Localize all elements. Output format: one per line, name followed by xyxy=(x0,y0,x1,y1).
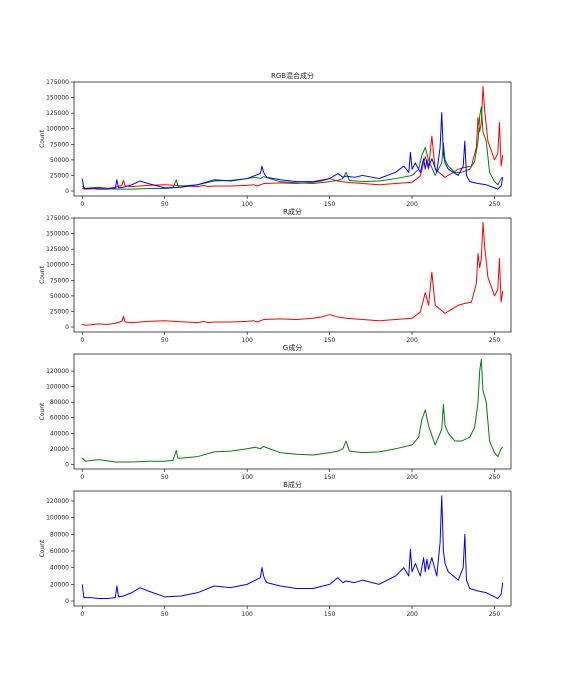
y-axis-label: Count xyxy=(39,539,46,557)
y-tick-label: 0 xyxy=(65,324,69,331)
y-tick-label: 125000 xyxy=(46,110,69,117)
x-tick-label: 150 xyxy=(324,337,336,344)
y-tick-label: 175000 xyxy=(46,79,69,86)
y-tick-label: 40000 xyxy=(50,565,69,572)
x-tick-label: 50 xyxy=(161,337,169,344)
series-line-2 xyxy=(81,106,504,190)
y-tick-label: 25000 xyxy=(50,172,69,179)
x-tick-label: 150 xyxy=(324,611,336,618)
y-tick-label: 20000 xyxy=(50,581,69,588)
y-tick-label: 0 xyxy=(65,598,69,605)
y-tick-label: 50000 xyxy=(50,157,69,164)
x-tick-label: 250 xyxy=(489,611,501,618)
series-line-3 xyxy=(81,112,504,190)
x-tick-label: 100 xyxy=(241,611,253,618)
x-tick-label: 200 xyxy=(406,611,418,618)
x-tick-label: 100 xyxy=(241,474,253,481)
x-tick-label: 200 xyxy=(406,474,418,481)
x-tick-label: 50 xyxy=(161,474,169,481)
x-tick-label: 250 xyxy=(489,201,501,208)
subplot-3: G成分 Count 0 50 100 150 200 250 0 20000 40000 60000 8… xyxy=(39,343,512,481)
x-tick-label: 0 xyxy=(80,474,84,481)
y-tick-label: 120000 xyxy=(46,368,69,375)
y-tick-label: 25000 xyxy=(50,308,69,315)
x-tick-label: 100 xyxy=(241,337,253,344)
plot-frame xyxy=(73,217,512,333)
subplot-2: R成分 Count 0 50 100 150 200 250 0 25000 50000 75000 1… xyxy=(39,207,512,344)
plot-frame xyxy=(73,490,512,607)
y-tick-label: 0 xyxy=(65,188,69,195)
y-axis-label: Count xyxy=(39,402,46,420)
y-tick-label: 20000 xyxy=(50,446,69,453)
series-line-1 xyxy=(82,221,504,326)
y-tick-label: 0 xyxy=(65,461,69,468)
series-line-1 xyxy=(81,358,504,463)
subplot-1: RGB混合成分 Count 0 50 100 150 200 250 0 25000 50000 75… xyxy=(39,71,512,208)
y-tick-label: 175000 xyxy=(46,215,69,222)
y-tick-label: 75000 xyxy=(50,277,69,284)
y-axis-label: Count xyxy=(39,265,46,283)
series-line-1 xyxy=(82,85,504,190)
x-tick-label: 50 xyxy=(161,611,169,618)
y-tick-label: 60000 xyxy=(50,548,69,555)
y-tick-label: 80000 xyxy=(50,399,69,406)
y-tick-label: 125000 xyxy=(46,246,69,253)
x-tick-label: 50 xyxy=(161,201,169,208)
y-tick-label: 75000 xyxy=(50,141,69,148)
x-tick-label: 200 xyxy=(406,337,418,344)
y-tick-label: 40000 xyxy=(50,430,69,437)
x-tick-label: 150 xyxy=(324,474,336,481)
y-tick-label: 150000 xyxy=(46,231,69,238)
chart-title: B成分 xyxy=(283,480,302,489)
x-tick-label: 150 xyxy=(324,201,336,208)
y-tick-label: 100000 xyxy=(46,262,69,269)
series-line-1 xyxy=(81,495,504,599)
x-tick-label: 100 xyxy=(241,201,253,208)
y-tick-label: 80000 xyxy=(50,531,69,538)
chart-title: R成分 xyxy=(283,207,302,216)
x-tick-label: 0 xyxy=(80,201,84,208)
x-tick-label: 250 xyxy=(489,337,501,344)
y-tick-label: 120000 xyxy=(46,498,69,505)
x-tick-label: 250 xyxy=(489,474,501,481)
y-tick-label: 100000 xyxy=(46,515,69,522)
y-tick-label: 100000 xyxy=(46,384,69,391)
y-tick-label: 50000 xyxy=(50,293,69,300)
y-tick-label: 60000 xyxy=(50,415,69,422)
x-tick-label: 0 xyxy=(80,611,84,618)
y-axis-label: Count xyxy=(39,129,46,147)
chart-title: RGB混合成分 xyxy=(271,71,314,80)
chart-title: G成分 xyxy=(283,343,302,352)
x-tick-label: 0 xyxy=(80,337,84,344)
y-tick-label: 150000 xyxy=(46,95,69,102)
x-tick-label: 200 xyxy=(406,201,418,208)
plot-frame xyxy=(73,353,512,470)
subplot-4: B成分 Count 0 50 100 150 200 250 0 20000 40000 60000 8… xyxy=(39,480,512,618)
y-tick-label: 100000 xyxy=(46,126,69,133)
plot-frame xyxy=(73,81,512,197)
